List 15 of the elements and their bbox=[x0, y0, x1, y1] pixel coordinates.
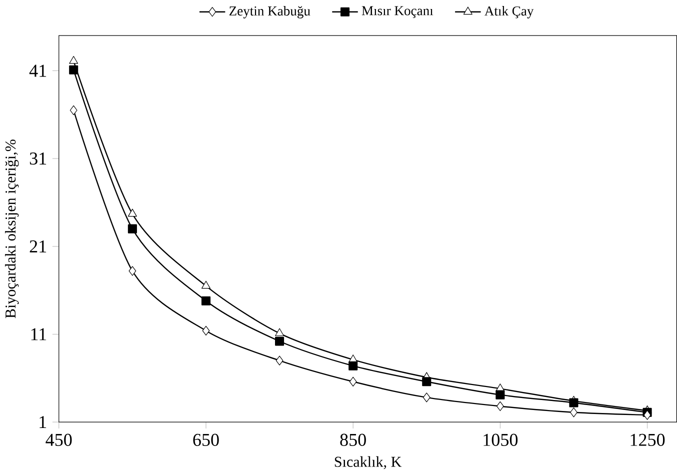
x-tick-label: 850 bbox=[340, 434, 366, 446]
x-tick-label: 1050 bbox=[484, 434, 518, 446]
x-tick-label: 1250 bbox=[630, 434, 665, 446]
y-axis-title: Biyoçardaki oksijen içeriği,% bbox=[5, 140, 19, 318]
y-tick-label: 21 bbox=[30, 240, 46, 252]
legend-label: Zeytin Kabuğu bbox=[229, 6, 310, 18]
y-tick-label: 41 bbox=[29, 64, 46, 77]
x-tick-label: 450 bbox=[46, 434, 72, 446]
y-tick-label: 1 bbox=[40, 416, 46, 428]
x-axis-title: Sıcaklık, K bbox=[334, 456, 402, 470]
x-tick-label: 650 bbox=[193, 434, 219, 446]
legend-label: Atık Çay bbox=[484, 6, 534, 18]
y-tick-label: 11 bbox=[31, 328, 46, 340]
y-tick-label: 31 bbox=[30, 152, 46, 165]
legend-label: Mısır Koçanı bbox=[362, 6, 434, 18]
